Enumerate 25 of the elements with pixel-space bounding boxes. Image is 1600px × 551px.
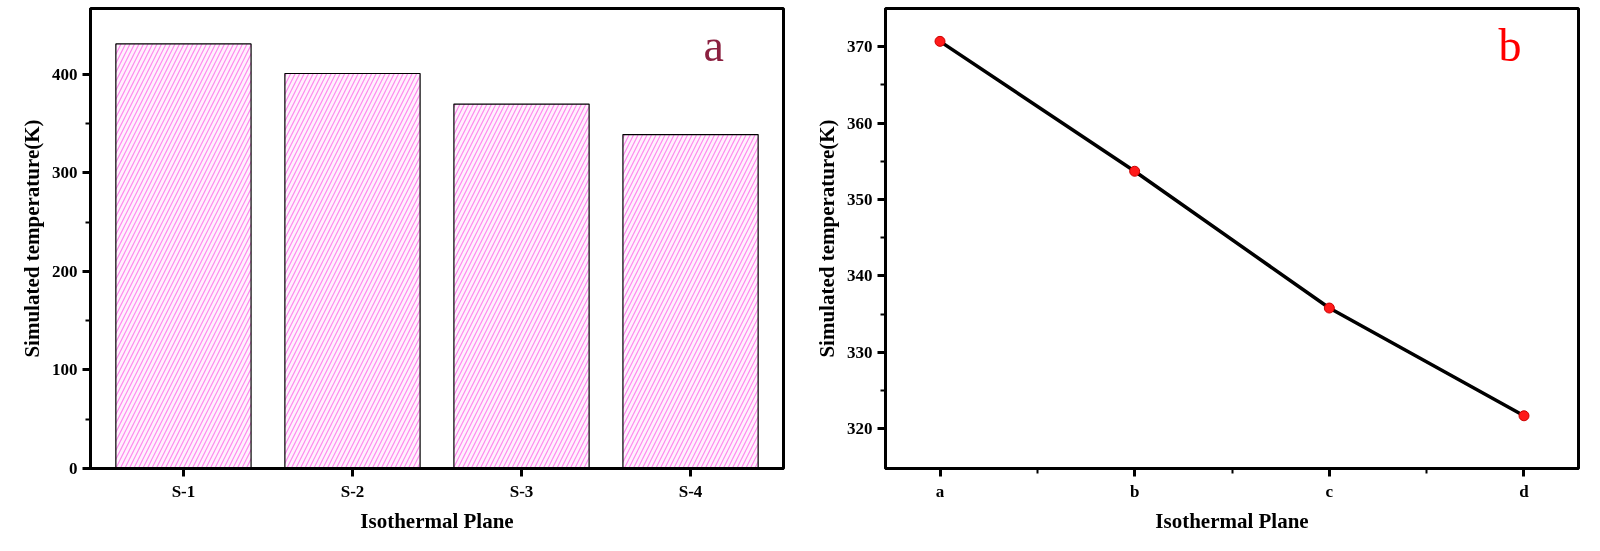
y-tick-label: 100 (52, 360, 78, 380)
y-tick-label: 330 (847, 342, 873, 362)
y-axis-title: Simulated temperature(K) (815, 119, 839, 358)
annotation: b (1498, 19, 1522, 71)
y-tick-label: 300 (52, 163, 78, 183)
x-tick-label: S-2 (340, 481, 365, 501)
x-axis-title: Isothermal Plane (1155, 508, 1309, 533)
x-tick-label: a (935, 481, 945, 501)
y-tick-label: 320 (847, 419, 873, 439)
annotation: a (703, 19, 724, 71)
y-axis-title: Simulated temperature(K) (20, 119, 44, 358)
x-tick-label: c (1325, 481, 1334, 501)
y-tick-label: 200 (52, 262, 78, 281)
x-tick-label: S-1 (171, 481, 196, 501)
y-tick-label: 360 (847, 113, 873, 133)
x-tick-label: d (1519, 481, 1530, 501)
y-tick-label: 340 (847, 266, 873, 286)
y-tick-label: 0 (69, 459, 78, 478)
x-tick-label: b (1129, 481, 1140, 501)
y-tick-label: 370 (847, 37, 873, 57)
x-tick-label: S-4 (678, 481, 703, 501)
y-tick-label: 400 (52, 65, 78, 84)
x-axis-title: Isothermal Plane (360, 508, 514, 533)
y-tick-label: 350 (847, 190, 873, 210)
x-tick-label: S-3 (509, 481, 534, 501)
